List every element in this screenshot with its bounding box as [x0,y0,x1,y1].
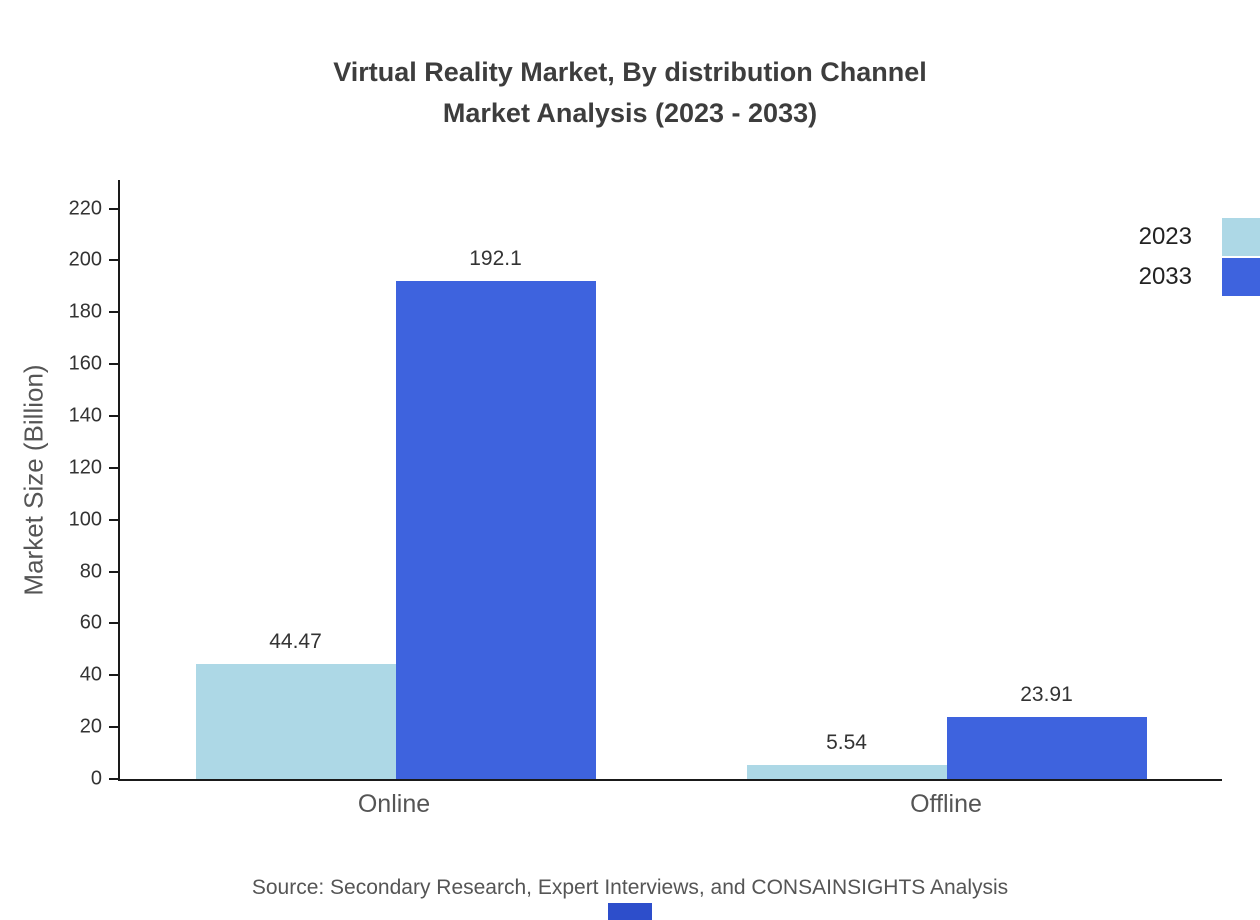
plot-area: 44.47 192.1 5.54 23.91 [118,180,1222,781]
y-tick-mark [109,570,118,573]
bar-value-label: 192.1 [469,246,522,270]
y-tick-mark [109,363,118,366]
y-tick-mark [109,674,118,677]
x-axis-label-offline: Offline [910,790,982,818]
x-axis-label-online: Online [357,790,431,818]
bar-value-label: 23.91 [1020,683,1073,706]
bar-value-label: 44.47 [269,629,322,653]
y-tick-mark [109,778,118,780]
bar-2023-online: 44.47 [195,630,396,779]
y-tick-label: 160 [68,352,102,375]
y-tick-label: 40 [79,663,102,686]
legend: 2023 2033 [1139,218,1260,296]
source-note: Source: Secondary Research, Expert Inter… [251,876,1009,899]
y-tick-label: 220 [68,197,102,220]
legend-swatch [1222,218,1260,256]
y-tick-mark [109,518,118,521]
y-tick-label: 60 [79,611,102,634]
bar-2033-offline: 23.91 [946,683,1147,779]
chart-title-line2: Market Analysis (2023 - 2033) [442,98,818,128]
y-tick-mark [109,726,118,729]
legend-swatch [1222,258,1260,296]
y-tick-label: 100 [68,508,102,531]
y-tick-label: 20 [79,715,102,738]
y-tick-mark [109,466,118,469]
y-tick-label: 120 [68,456,102,479]
bar-group-online: 44.47 192.1 [120,180,671,779]
y-tick-label: 180 [68,300,102,323]
legend-label: 2033 [1138,263,1192,290]
bar-2023-offline: 5.54 [746,731,947,779]
y-axis-ticks: 0 20 40 60 80 100 120 140 160 180 200 220 [0,180,118,790]
y-tick-label: 200 [68,248,102,271]
y-tick-label: 140 [68,404,102,427]
chart-title: Virtual Reality Market, By distribution … [0,52,1260,134]
x-axis-labels: Online Offline [118,790,1222,819]
legend-item-2023: 2023 [1139,218,1260,256]
legend-label: 2023 [1138,223,1192,250]
y-tick-mark [109,207,118,210]
y-tick-mark [109,259,118,262]
logo-fragment [608,903,652,920]
chart-title-line1: Virtual Reality Market, By distribution … [333,57,927,87]
y-tick-mark [109,311,118,314]
y-tick-label: 0 [90,767,102,790]
bar-value-label: 5.54 [826,730,867,754]
legend-item-2033: 2033 [1139,258,1260,296]
bar-2033-online: 192.1 [395,247,596,779]
y-tick-mark [109,622,118,625]
bar-group-offline: 5.54 23.91 [671,180,1222,779]
y-tick-mark [109,414,118,417]
y-tick-label: 80 [79,560,102,583]
